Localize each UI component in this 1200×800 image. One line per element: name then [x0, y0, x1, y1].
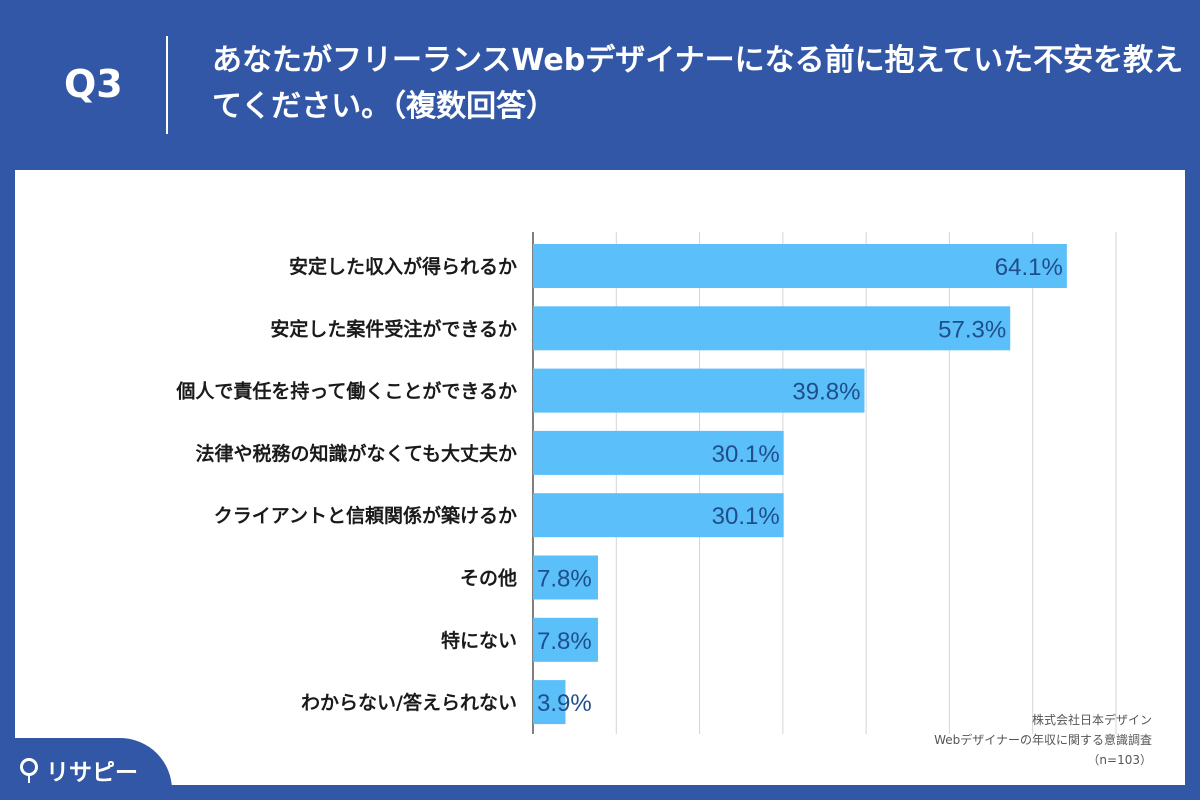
value-label: 30.1% [712, 503, 780, 530]
bar [533, 617, 598, 662]
header-divider [166, 36, 168, 134]
source-sample-size: （n=103） [1087, 753, 1152, 767]
question-number: Q3 [64, 62, 123, 106]
category-label: 特にない [441, 630, 517, 652]
pin-icon [20, 758, 38, 783]
value-label: 7.8% [537, 566, 592, 593]
category-label: 安定した案件受注ができるか [270, 317, 517, 340]
category-label: クライアントと信頼関係が築けるか [214, 504, 517, 527]
category-label: 法律や税務の知識がなくても大丈夫か [196, 442, 517, 465]
bar [533, 680, 566, 725]
source-note: 株式会社日本デザイン Webデザイナーの年収に関する意識調査 （n=103） [934, 710, 1152, 770]
value-label: 7.8% [537, 628, 592, 655]
category-label: その他 [460, 567, 517, 590]
brand-name: リサピー [46, 760, 138, 786]
bar [533, 430, 784, 475]
bar [533, 368, 865, 413]
bar [533, 244, 1067, 288]
category-label: 個人で責任を持って働くことができるか [175, 380, 517, 403]
category-label: 安定した収入が得られるか [289, 255, 517, 278]
value-label: 30.1% [712, 441, 780, 468]
brand-logo: リサピー [0, 738, 172, 800]
question-title: あなたがフリーランスWebデザイナーになる前に抱えていた不安を教えてください。（… [212, 43, 1184, 124]
bar [533, 493, 784, 538]
value-label: 57.3% [938, 316, 1006, 343]
source-survey: Webデザイナーの年収に関する意識調査 [934, 733, 1152, 747]
header: Q3 あなたがフリーランスWebデザイナーになる前に抱えていた不安を教えてくださ… [0, 0, 1200, 170]
value-label: 39.8% [792, 379, 860, 406]
source-company: 株式会社日本デザイン [1031, 713, 1152, 727]
category-label: わからない/答えられない [301, 691, 517, 714]
value-label: 64.1% [995, 254, 1063, 281]
bar [533, 555, 598, 600]
bar [533, 306, 1011, 351]
value-label: 3.9% [537, 690, 592, 717]
